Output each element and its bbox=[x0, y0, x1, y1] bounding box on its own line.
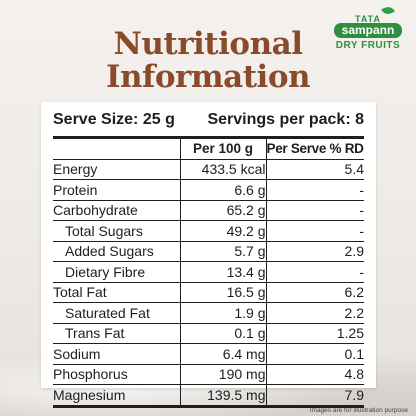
nutrient-name: Trans Fat bbox=[53, 323, 180, 344]
title-line-2: Information bbox=[105, 59, 311, 95]
per-100g-value: 13.4 g bbox=[179, 261, 267, 283]
rda-value: - bbox=[266, 220, 364, 242]
nutrient-name: Carbohydrate bbox=[53, 200, 180, 221]
rda-value: 1.25 bbox=[266, 323, 364, 344]
table-row: Total Sugars 49.2 g- bbox=[53, 220, 364, 242]
nutrient-name: Sodium bbox=[53, 343, 180, 365]
per-100g-value: 5.7 g bbox=[179, 241, 267, 262]
nutrient-name: Total Fat bbox=[53, 282, 180, 303]
per-100g-value: 1.9 g bbox=[179, 302, 267, 324]
nutrient-name: Total Sugars bbox=[53, 220, 180, 242]
table-row: Added Sugars 5.7 g 2.9 bbox=[53, 241, 364, 262]
nutrition-table: Per 100 g Per Serve % RDA Energy 433.5 kc… bbox=[53, 136, 364, 408]
per-100g-value: 433.5 kcal bbox=[179, 159, 267, 180]
nutrient-name: Dietary Fibre bbox=[53, 261, 180, 283]
nutrient-name: Saturated Fat bbox=[53, 302, 180, 324]
rda-value: 0.1 bbox=[266, 343, 364, 365]
rda-value: 5.4 bbox=[266, 159, 364, 180]
rda-value: 7.9 bbox=[344, 386, 364, 403]
table-row: Phosphorus 190 mg 4.8 bbox=[53, 364, 364, 385]
brand-logo: TATA sampann DRY FRUITS bbox=[328, 4, 408, 56]
table-row: Magnesium 139.5 mg 7.9 bbox=[53, 384, 364, 406]
disclaimer: Images are for illustration purpose bbox=[309, 407, 408, 414]
serving-info: Serve Size: 25 g Servings per pack: 8 bbox=[53, 111, 364, 131]
per-100g-value: 6.4 mg bbox=[179, 343, 267, 365]
brand-tata: TATA bbox=[355, 14, 381, 24]
nutrient-name: Protein bbox=[53, 179, 180, 201]
rda-value: - bbox=[266, 179, 364, 201]
per-100g-value: 16.5 g bbox=[179, 282, 267, 303]
per-100g-value: 190 mg bbox=[179, 364, 267, 385]
table-row: Sodium 6.4 mg 0.1 bbox=[53, 343, 364, 365]
per-100g-value: 6.6 g bbox=[179, 179, 267, 201]
nutrient-name: Phosphorus bbox=[53, 364, 180, 385]
rda-value: 2.9 bbox=[266, 241, 364, 262]
rda-value: - bbox=[266, 200, 364, 221]
header-nutrient bbox=[53, 137, 180, 160]
page-title: Nutritional Information bbox=[0, 28, 416, 94]
table-row: Total Fat 16.5 g 6.2 bbox=[53, 282, 364, 303]
table-row: Carbohydrate 65.2 g- bbox=[53, 200, 364, 221]
brand-sampann: sampann bbox=[334, 23, 402, 38]
nutrient-name: Added Sugars bbox=[53, 241, 180, 262]
serve-size: Serve Size: 25 g bbox=[53, 111, 175, 128]
title-line-1: Nutritional bbox=[113, 26, 303, 62]
per-100g-value: 65.2 g bbox=[179, 200, 267, 221]
nutrient-name: Magnesium bbox=[53, 386, 126, 403]
rda-value: 4.8 bbox=[266, 364, 364, 385]
per-100g-value: 0.1 g bbox=[179, 323, 267, 344]
table-header-row: Per 100 g Per Serve % RDA bbox=[53, 137, 364, 160]
rda-value: - bbox=[266, 261, 364, 283]
brand-subtitle: DRY FRUITS bbox=[335, 40, 401, 51]
per-100g-value: 139.5 mg bbox=[179, 384, 267, 406]
nutrient-name: Energy bbox=[53, 159, 180, 180]
servings-per-pack: Servings per pack: 8 bbox=[207, 111, 364, 128]
header-rda: Per Serve % RDA bbox=[266, 137, 364, 160]
per-100g-value: 49.2 g bbox=[179, 220, 267, 242]
rda-value: 2.2 bbox=[266, 302, 364, 324]
table-row: Trans Fat 0.1 g 1.25 bbox=[53, 323, 364, 344]
table-row: Protein 6.6 g- bbox=[53, 179, 364, 201]
table-row: Saturated Fat 1.9 g 2.2 bbox=[53, 302, 364, 324]
header-per-100g: Per 100 g bbox=[179, 137, 267, 160]
table-row: Dietary Fibre 13.4 g- bbox=[53, 261, 364, 283]
rda-value: 6.2 bbox=[266, 282, 364, 303]
table-row: Energy 433.5 kcal 5.4 bbox=[53, 159, 364, 180]
nutrition-panel: Serve Size: 25 g Servings per pack: 8 Pe… bbox=[41, 102, 376, 408]
